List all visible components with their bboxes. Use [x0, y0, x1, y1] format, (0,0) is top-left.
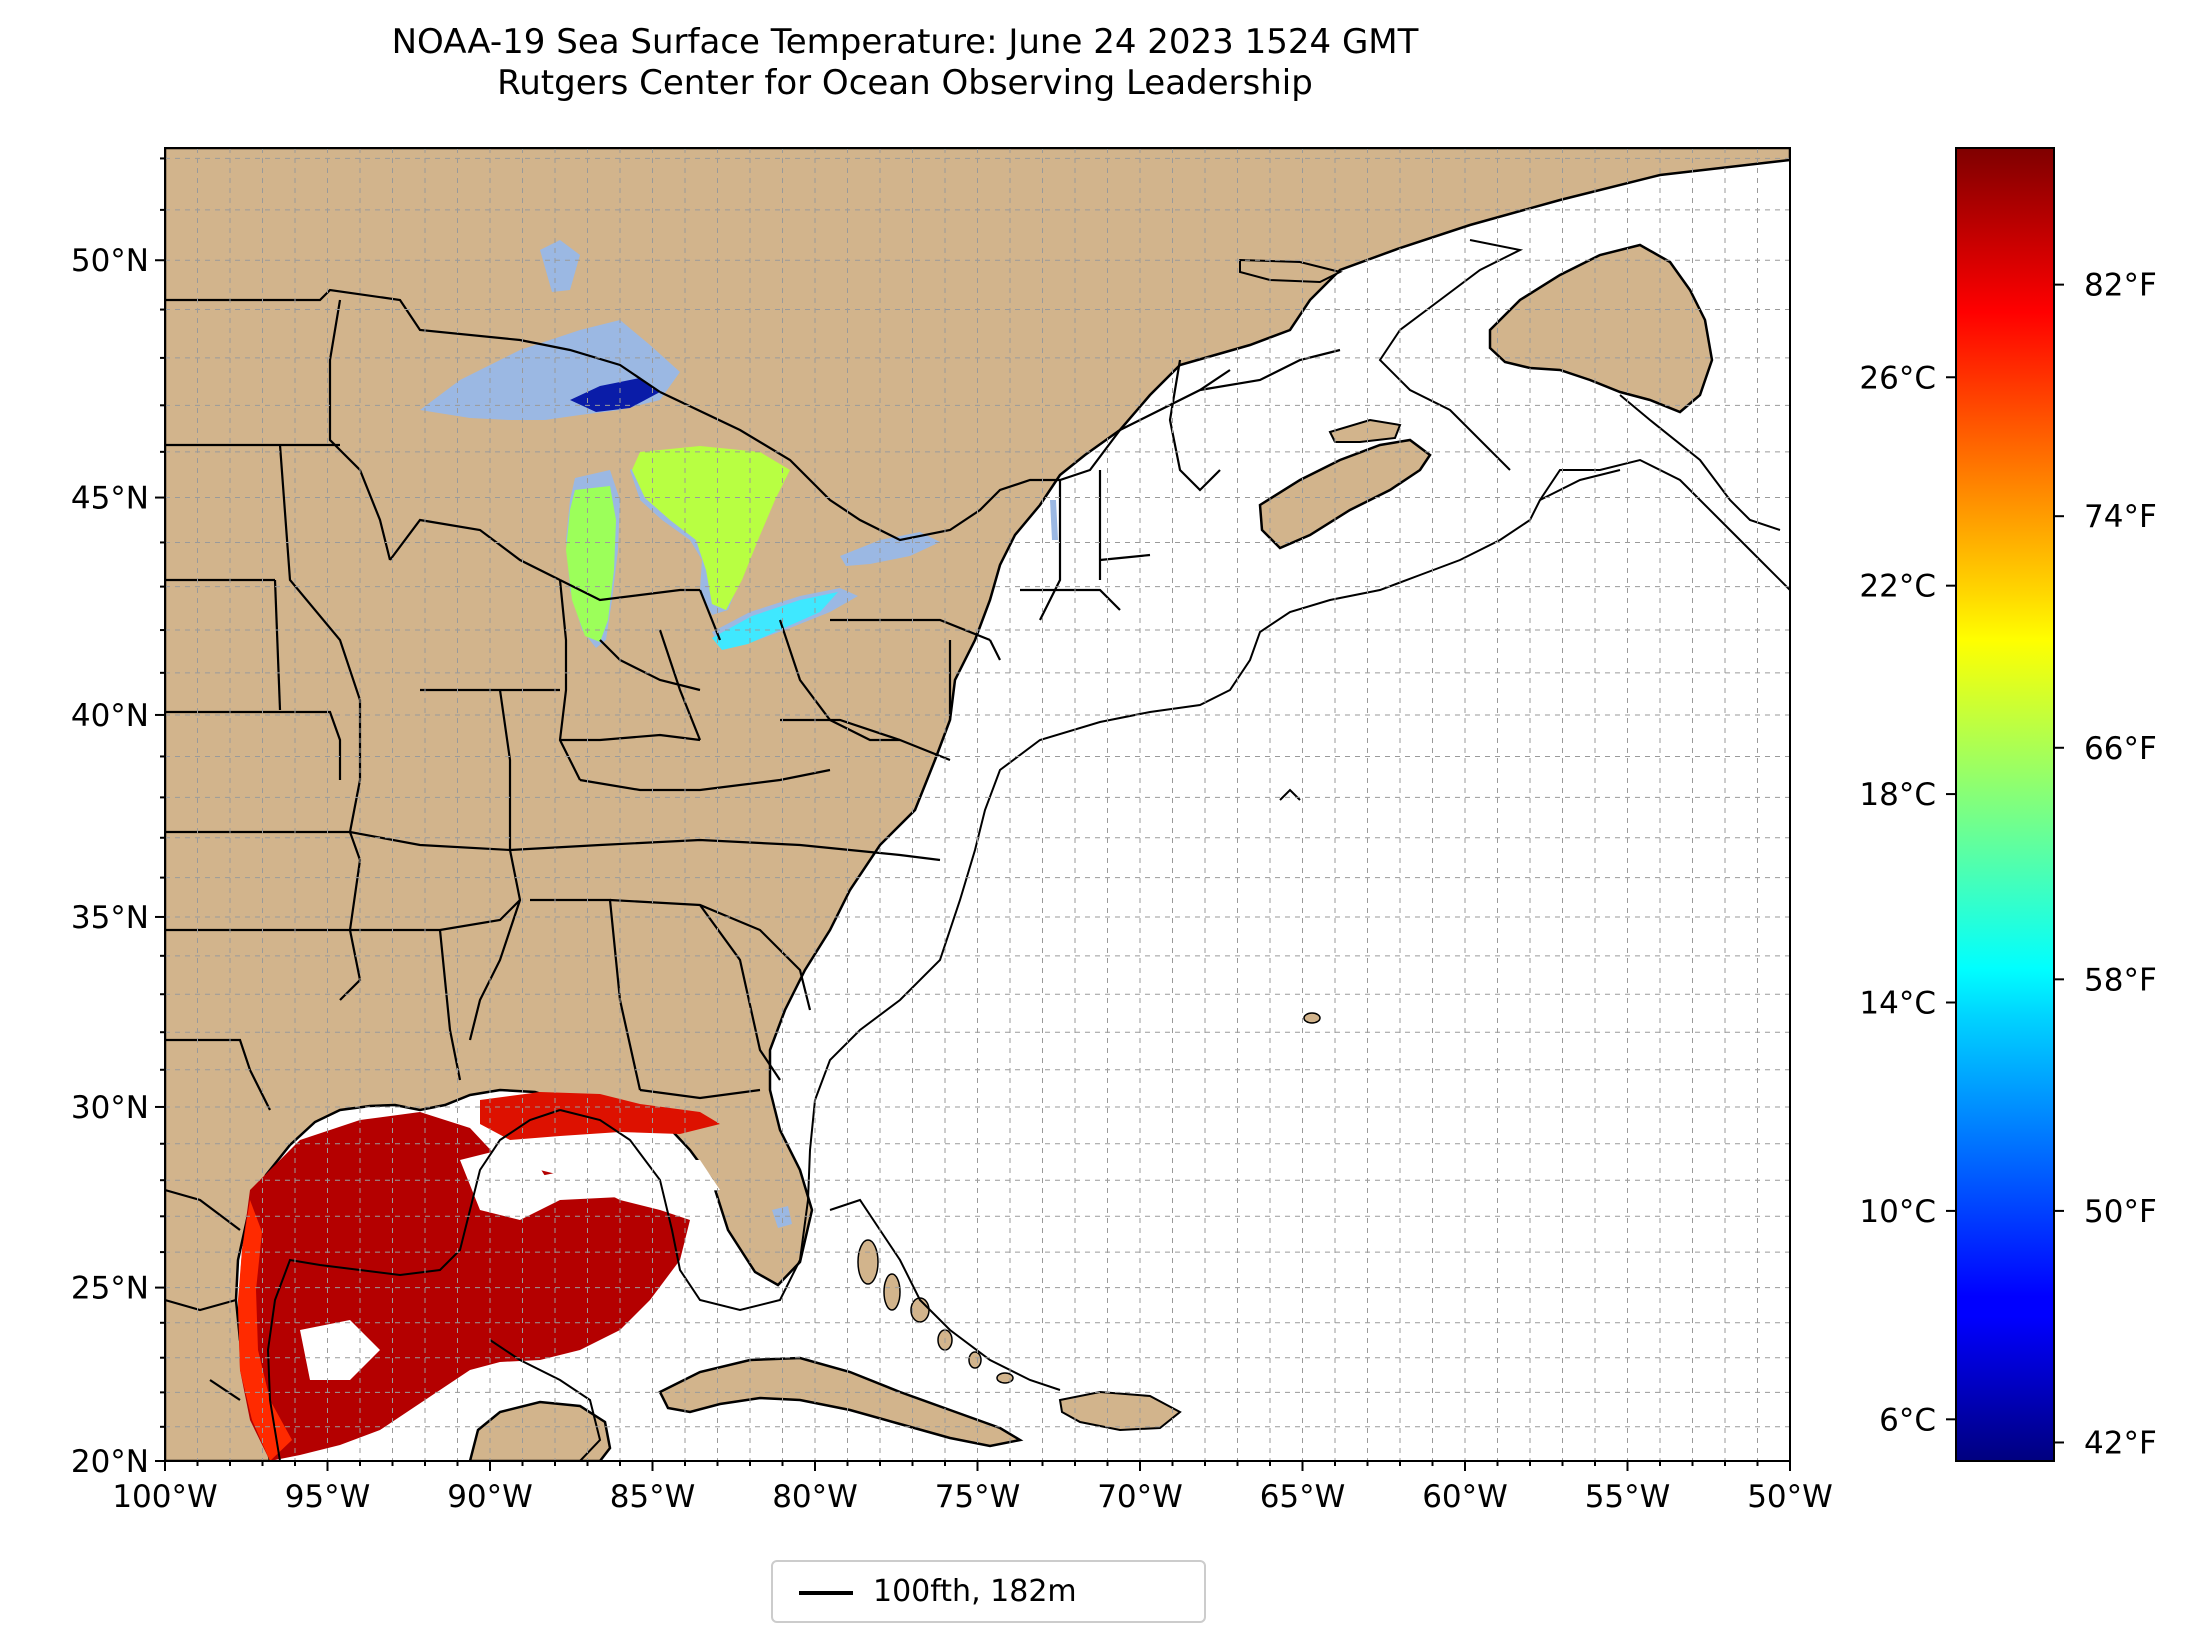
lon-tick-label: 80°W — [772, 1479, 858, 1515]
lat-tick-label: 25°N — [71, 1271, 149, 1307]
sst-lake-michigan — [566, 486, 616, 642]
fahrenheit-tick-label: 82°F — [2084, 268, 2157, 304]
lake-ontario — [840, 532, 940, 566]
legend: 100fth, 182m — [771, 1560, 1206, 1623]
colorbar-fahrenheit-axis: 42°F 50°F 58°F 66°F 74°F 82°F — [2054, 268, 2157, 1461]
political-borders — [165, 288, 1341, 1401]
lon-tick-label: 90°W — [447, 1479, 533, 1515]
fahrenheit-tick-label: 74°F — [2084, 499, 2157, 535]
celsius-tick-label: 22°C — [1859, 569, 1936, 605]
lon-tick-label: 60°W — [1422, 1479, 1508, 1515]
legend-label: 100fth, 182m — [873, 1574, 1077, 1609]
us-canada-border — [165, 288, 661, 393]
lat-tick-label: 45°N — [71, 481, 149, 517]
title-line-1: NOAA-19 Sea Surface Temperature: June 24… — [391, 22, 1419, 62]
celsius-tick-label: 6°C — [1879, 1402, 1936, 1438]
fahrenheit-tick-label: 66°F — [2084, 731, 2157, 767]
anticosti-island — [1239, 258, 1343, 284]
lat-tick-label: 30°N — [71, 1090, 149, 1126]
longitude-axis: 100°W 95°W 90°W 85°W 80°W 75°W 70°W 65°W 60°W 55°… — [112, 1461, 1833, 1515]
legend-line-swatch — [799, 1591, 853, 1595]
lake-winnipeg-area — [540, 240, 580, 292]
sst-gulf-overlay — [238, 1092, 720, 1461]
fahrenheit-tick-label: 42°F — [2084, 1425, 2157, 1461]
map-panel — [165, 148, 1790, 1461]
lat-tick-label: 40°N — [71, 698, 149, 734]
isobath-100fth — [266, 239, 1790, 1461]
sst-lake-superior-west — [570, 378, 660, 412]
celsius-tick-label: 18°C — [1859, 777, 1936, 813]
sst-great-lakes-overlay — [566, 378, 838, 650]
lon-tick-label: 70°W — [1097, 1479, 1183, 1515]
title-line-2: Rutgers Center for Ocean Observing Leade… — [497, 63, 1313, 103]
lake-okeechobee — [772, 1206, 792, 1228]
lon-tick-label: 55°W — [1585, 1479, 1671, 1515]
north-america-land — [165, 148, 1790, 1461]
map-gridlines — [165, 148, 1790, 1461]
lat-tick-label: 50°N — [71, 243, 149, 279]
celsius-tick-label: 14°C — [1859, 985, 1936, 1021]
colorbar-celsius-axis: 6°C 10°C 14°C 18°C 22°C 26°C — [1859, 360, 1956, 1438]
lon-tick-label: 50°W — [1747, 1479, 1833, 1515]
lat-tick-label: 20°N — [71, 1444, 149, 1480]
celsius-tick-label: 10°C — [1859, 1194, 1936, 1230]
fahrenheit-tick-label: 58°F — [2084, 962, 2157, 998]
lon-tick-label: 65°W — [1260, 1479, 1346, 1515]
yucatan-land — [468, 1400, 612, 1461]
lon-tick-label: 85°W — [610, 1479, 696, 1515]
sst-gulf-north-band — [480, 1092, 720, 1140]
lon-tick-label: 95°W — [285, 1479, 371, 1515]
sst-gulf-cloud-gap-2 — [300, 1320, 380, 1380]
fahrenheit-tick-label: 50°F — [2084, 1194, 2157, 1230]
sst-lake-erie — [712, 592, 838, 650]
lon-tick-label: 75°W — [935, 1479, 1021, 1515]
hispaniola-land — [1058, 1390, 1182, 1432]
lake-champlain-area — [1050, 500, 1058, 540]
lat-tick-label: 35°N — [71, 900, 149, 936]
lon-tick-label: 100°W — [112, 1479, 217, 1515]
sst-lake-huron — [632, 446, 790, 610]
sst-gulf-cloud-gap — [460, 1150, 560, 1220]
colorbar — [1955, 147, 2055, 1462]
latitude-axis: 20°N 25°N 30°N 35°N 40°N 45°N 50°N — [71, 157, 165, 1480]
sst-gulf-red-rim — [238, 1200, 292, 1461]
celsius-tick-label: 26°C — [1859, 360, 1936, 396]
